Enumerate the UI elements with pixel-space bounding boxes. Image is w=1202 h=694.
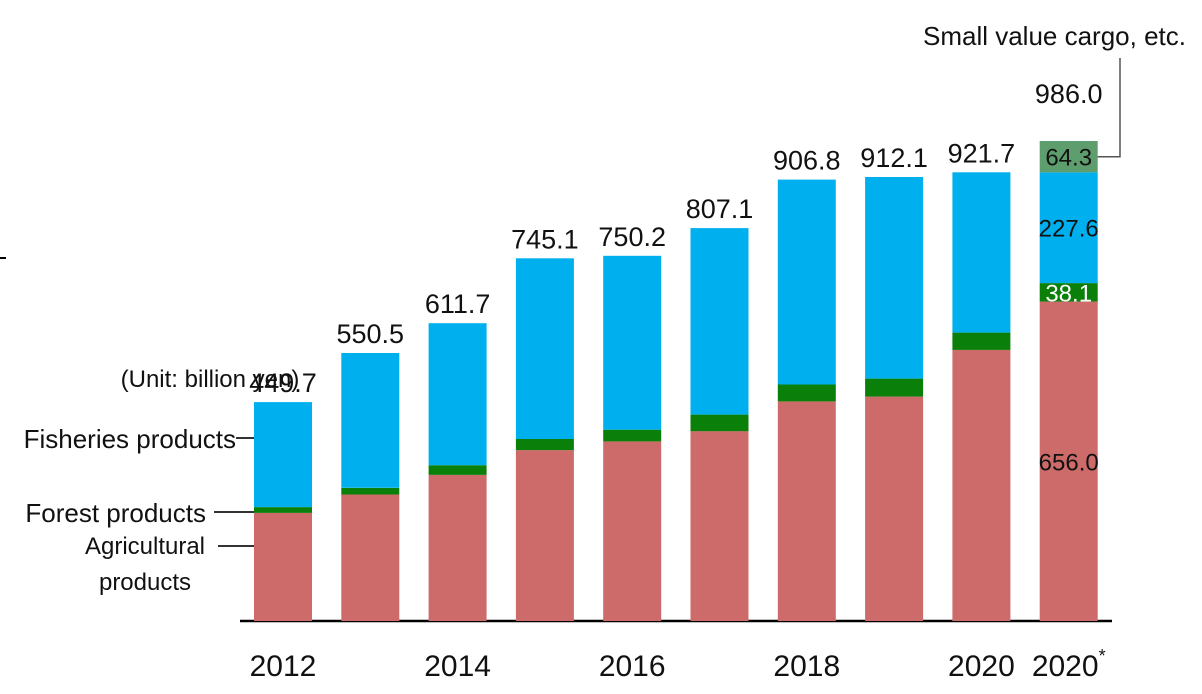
total-label: 807.1 [686, 194, 754, 224]
bar-forest-products-2 [428, 465, 487, 475]
segment-value-label: 64.3 [1045, 145, 1092, 172]
bar-forest-products-1 [341, 487, 400, 495]
bar-fisheries-products-8 [952, 172, 1011, 333]
bar-agricultural-products-7 [865, 396, 924, 621]
series-label-agricultural-line1: Agricultural [85, 533, 205, 560]
bar-agricultural-products-3 [515, 450, 574, 621]
bars-layer [254, 141, 1098, 621]
bar-fisheries-products-1 [341, 353, 400, 488]
bar-fisheries-products-3 [515, 258, 574, 439]
total-label: 449.7 [249, 368, 317, 398]
bar-forest-products-8 [952, 332, 1011, 350]
total-label: 750.2 [598, 222, 666, 252]
x-tick-label: 2020* [1032, 646, 1106, 683]
bar-forest-products-0 [254, 507, 312, 513]
total-label: 912.1 [860, 143, 928, 173]
bar-agricultural-products-2 [428, 475, 487, 621]
bar-forest-products-9 [1039, 283, 1098, 302]
bar-fisheries-products-9 [1039, 172, 1098, 284]
series-label-agricultural-line2: products [99, 569, 191, 596]
x-tick-label: 2012 [250, 650, 317, 683]
leader-line [1097, 58, 1121, 158]
series-label-fisheries: Fisheries products [24, 424, 236, 454]
bar-agricultural-products-0 [254, 512, 312, 621]
bar-agricultural-products-8 [952, 349, 1011, 621]
bar-forest-products-3 [515, 438, 574, 451]
segment-value-label: 38.1 [1045, 280, 1092, 307]
bar-agricultural-products-1 [341, 494, 400, 621]
segment-value-label: 656.0 [1039, 449, 1099, 476]
bar-fisheries-products-7 [865, 177, 924, 379]
series-label-small-value-cargo: Small value cargo, etc. [923, 21, 1186, 51]
x-tick-label: 2016 [599, 650, 666, 683]
series-callouts: Fisheries products Forest products Agricul… [24, 21, 1186, 596]
x-tick-label: 2014 [424, 650, 491, 683]
total-label: 745.1 [511, 224, 579, 254]
bar-forest-products-7 [865, 378, 924, 397]
total-label: 921.7 [948, 138, 1016, 168]
total-label: 611.7 [425, 289, 491, 319]
bar-fisheries-products-0 [254, 402, 312, 508]
bar-agricultural-products-5 [690, 431, 749, 621]
labels-layer: 449.7 2012 550.5 611.7 2014 745.1 750.2 2016 807… [249, 79, 1105, 683]
total-label: 906.8 [773, 146, 841, 176]
x-tick-label: 2020 [948, 650, 1015, 683]
bar-fisheries-products-5 [690, 228, 749, 415]
bar-fisheries-products-2 [428, 323, 487, 466]
x-tick-label: 2018 [773, 650, 840, 683]
bar-fisheries-products-6 [777, 179, 836, 385]
bar-fisheries-products-4 [603, 255, 662, 430]
segment-value-label: 227.6 [1039, 216, 1099, 243]
unit-note: (Unit: billion yen) [121, 366, 300, 393]
bar-agricultural-products-9 [1039, 301, 1098, 621]
total-label: 550.5 [337, 319, 405, 349]
bar-agricultural-products-6 [777, 401, 836, 621]
bar-small-value-cargo-etc-9 [1039, 141, 1098, 173]
bar-agricultural-products-4 [603, 441, 662, 621]
total-label: 986.0 [1035, 79, 1103, 109]
bar-forest-products-6 [777, 384, 836, 402]
bar-forest-products-4 [603, 429, 662, 442]
series-label-forest: Forest products [25, 498, 206, 528]
bar-forest-products-5 [690, 414, 749, 432]
